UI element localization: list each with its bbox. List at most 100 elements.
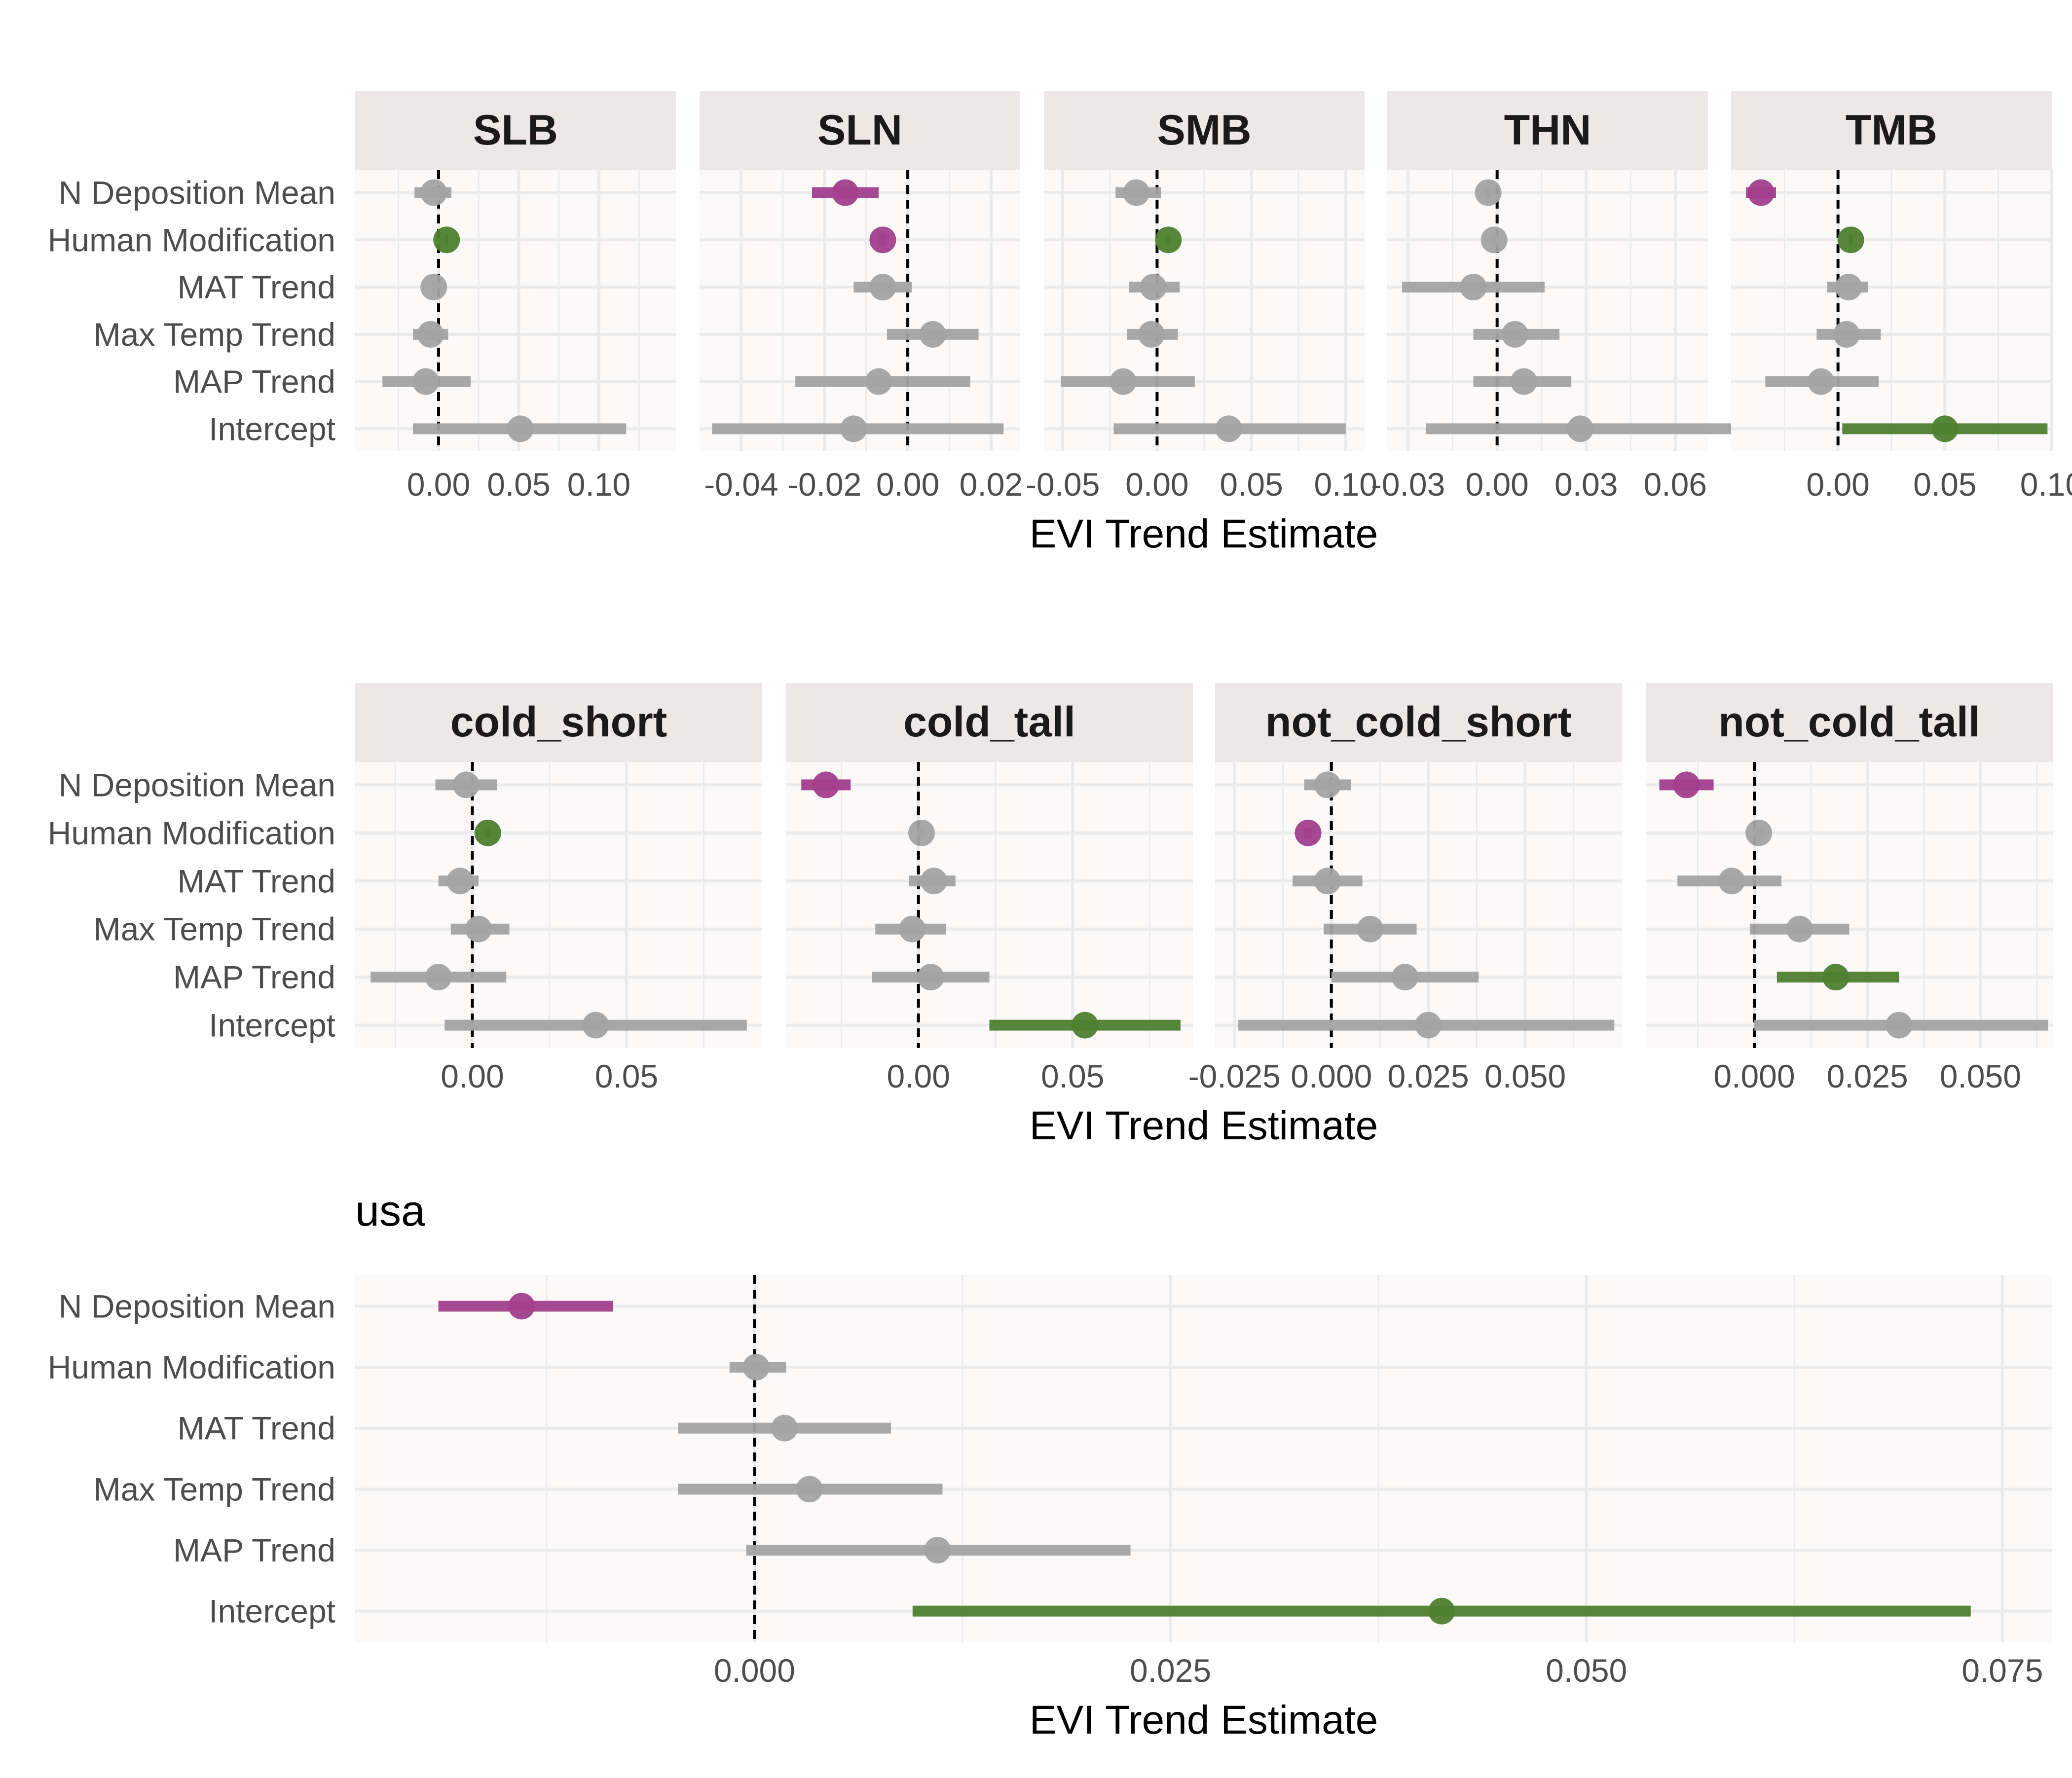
x-tick-label-not-cold-short: 0.000 [1291, 1058, 1372, 1094]
point-cold-tall-n-deposition-mean [813, 771, 840, 798]
point-thn-map-trend [1510, 368, 1537, 395]
point-slb-n-deposition-mean [420, 179, 447, 206]
facet-title-slb: SLB [473, 107, 558, 154]
point-sln-mat-trend [869, 274, 896, 301]
x-tick-label-not-cold-short: -0.025 [1188, 1058, 1281, 1094]
facet-strip-thn [1387, 91, 1708, 170]
point-usa-mat-trend [771, 1415, 798, 1442]
x-tick-label-sln: -0.02 [787, 466, 861, 503]
facet-title-not-cold-short: not_cold_short [1265, 698, 1572, 746]
panel-background-slb [355, 170, 676, 451]
y-tick-label-map-trend: MAP Trend [173, 959, 335, 995]
facet-title-thn: THN [1504, 107, 1591, 154]
point-not-cold-short-max-temp-trend [1357, 915, 1384, 943]
facet-title-sln: SLN [817, 107, 902, 154]
point-tmb-mat-trend [1835, 274, 1862, 301]
x-tick-label-cold-tall: 0.05 [1041, 1058, 1104, 1094]
point-cold-tall-intercept [1072, 1012, 1099, 1039]
facet-strip-slb [355, 91, 676, 170]
y-tick-label-mat-trend: MAT Trend [178, 1410, 335, 1447]
y-tick-label-max-temp-trend: Max Temp Trend [94, 316, 335, 353]
x-tick-label-usa: 0.075 [1961, 1652, 2043, 1689]
facet-strip-cold-tall [786, 683, 1193, 762]
y-tick-label-n-deposition-mean: N Deposition Mean [59, 1288, 335, 1324]
point-thn-intercept [1567, 415, 1594, 442]
panel-background-sln [700, 170, 1020, 451]
facet-strip-not-cold-short [1215, 683, 1622, 762]
facet-title-cold-tall: cold_tall [903, 698, 1075, 746]
facet-strip-not-cold-tall [1646, 683, 2053, 762]
point-tmb-map-trend [1808, 368, 1834, 395]
point-slb-map-trend [412, 368, 439, 395]
x-tick-label-thn: -0.03 [1371, 466, 1445, 503]
y-tick-label-human-modification: Human Modification [48, 815, 335, 851]
point-cold-tall-human-modification [908, 819, 935, 846]
point-cold-tall-max-temp-trend [899, 915, 926, 943]
point-smb-max-temp-trend [1138, 321, 1165, 348]
facet-strip-tmb [1731, 91, 2052, 170]
facet-strip-smb [1044, 91, 1365, 170]
y-tick-label-human-modification: Human Modification [48, 221, 335, 258]
point-smb-intercept [1215, 415, 1242, 442]
x-tick-label-usa: 0.050 [1546, 1652, 1627, 1689]
point-sln-intercept [840, 415, 867, 442]
panel-background-cold-short [355, 762, 762, 1048]
point-usa-max-temp-trend [796, 1476, 823, 1503]
y-tick-label-n-deposition-mean: N Deposition Mean [59, 766, 335, 803]
point-not-cold-tall-n-deposition-mean [1673, 771, 1700, 798]
y-tick-label-intercept: Intercept [209, 1593, 335, 1630]
x-tick-label-tmb: 0.05 [1913, 466, 1976, 503]
point-slb-max-temp-trend [417, 321, 444, 348]
panel-background-thn [1387, 170, 1708, 451]
x-tick-label-smb: -0.05 [1026, 466, 1100, 503]
point-not-cold-tall-mat-trend [1718, 868, 1745, 895]
panel-background-not-cold-short [1215, 762, 1622, 1048]
point-thn-mat-trend [1460, 274, 1487, 301]
y-tick-label-map-trend: MAP Trend [173, 363, 335, 400]
facet-title-cold-short: cold_short [450, 698, 667, 746]
point-tmb-max-temp-trend [1833, 321, 1860, 348]
panel-title-usa: usa [355, 1186, 425, 1235]
x-tick-label-smb: 0.10 [1314, 466, 1377, 503]
point-smb-map-trend [1110, 368, 1137, 395]
point-cold-short-intercept [582, 1012, 609, 1039]
point-slb-mat-trend [420, 274, 447, 301]
x-tick-label-cold-short: 0.00 [441, 1058, 504, 1094]
point-sln-n-deposition-mean [832, 179, 859, 206]
x-tick-label-sln: 0.02 [960, 466, 1023, 503]
x-tick-label-not-cold-tall: 0.050 [1940, 1058, 2021, 1094]
point-cold-short-human-modification [474, 819, 501, 846]
point-tmb-n-deposition-mean [1747, 179, 1775, 206]
point-not-cold-short-human-modification [1295, 819, 1322, 846]
point-smb-mat-trend [1140, 274, 1167, 301]
x-tick-label-smb: 0.05 [1220, 466, 1283, 503]
y-tick-label-intercept: Intercept [209, 410, 335, 447]
x-tick-label-smb: 0.00 [1125, 466, 1188, 503]
point-sln-map-trend [865, 368, 892, 395]
point-usa-map-trend [924, 1537, 951, 1564]
y-tick-label-map-trend: MAP Trend [173, 1532, 335, 1568]
point-cold-tall-mat-trend [921, 868, 947, 895]
point-cold-short-max-temp-trend [465, 915, 492, 943]
point-sln-human-modification [869, 226, 896, 254]
y-tick-label-mat-trend: MAT Trend [178, 269, 335, 305]
x-tick-label-cold-short: 0.05 [595, 1058, 658, 1094]
y-tick-label-mat-trend: MAT Trend [178, 863, 335, 899]
facet-title-tmb: TMB [1846, 107, 1937, 154]
point-thn-human-modification [1480, 226, 1508, 254]
point-not-cold-tall-human-modification [1745, 819, 1773, 846]
x-tick-label-slb: 0.05 [487, 466, 550, 503]
x-tick-label-thn: 0.03 [1554, 466, 1618, 503]
y-tick-label-max-temp-trend: Max Temp Trend [94, 1471, 335, 1507]
point-cold-tall-map-trend [917, 964, 944, 991]
x-axis-title: EVI Trend Estimate [1030, 511, 1378, 556]
x-tick-label-not-cold-short: 0.025 [1388, 1058, 1469, 1094]
facet-strip-sln [700, 91, 1020, 170]
x-tick-label-sln: 0.00 [876, 466, 939, 503]
point-not-cold-tall-max-temp-trend [1786, 915, 1813, 943]
point-slb-human-modification [433, 226, 460, 254]
x-tick-label-thn: 0.06 [1644, 466, 1707, 503]
x-axis-title: EVI Trend Estimate [1030, 1103, 1378, 1148]
